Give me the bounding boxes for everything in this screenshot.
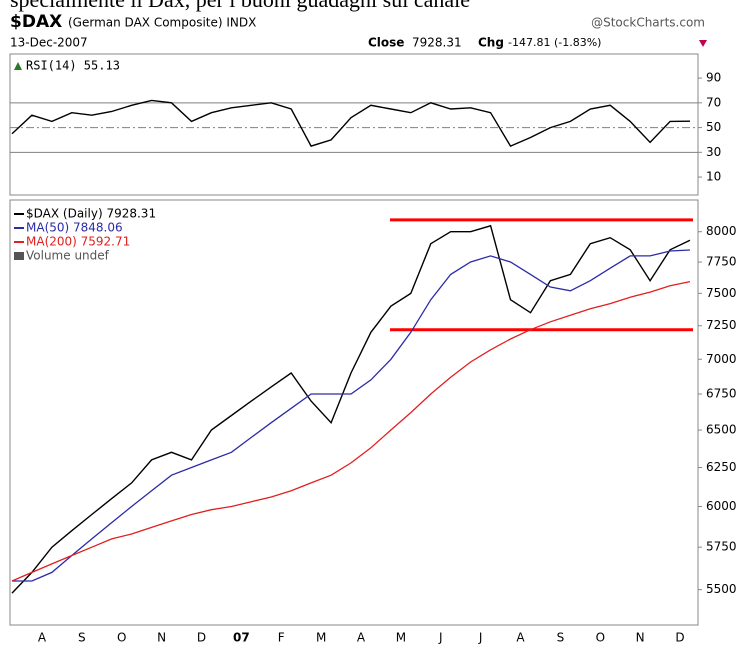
- y-tick-label: 7500: [706, 286, 737, 300]
- legend-label: $DAX (Daily) 7928.31: [26, 207, 156, 221]
- x-tick-label: O: [117, 631, 126, 645]
- y-tick-label: 70: [706, 95, 721, 109]
- y-tick-label: 7250: [706, 318, 737, 332]
- close-label: Close: [368, 36, 404, 50]
- x-tick-label: A: [38, 631, 47, 645]
- rsi-panel: [9, 53, 699, 196]
- y-tick-label: 6500: [706, 423, 737, 437]
- x-tick-label: A: [516, 631, 525, 645]
- x-tick-label: N: [157, 631, 166, 645]
- y-tick-label: 6750: [706, 386, 737, 400]
- x-tick-label: O: [596, 631, 605, 645]
- legend-label: MA(50) 7848.06: [26, 221, 123, 235]
- x-tick-label: D: [197, 631, 206, 645]
- date: 13-Dec-2007: [10, 36, 88, 50]
- chg: -147.81 (-1.83%): [508, 36, 601, 49]
- x-tick-label: M: [316, 631, 326, 645]
- x-tick-label: J: [478, 631, 483, 645]
- x-tick-label: M: [396, 631, 406, 645]
- caption: specialmente il Dax, per i buoni guadagn…: [10, 0, 470, 12]
- y-tick-label: 5500: [706, 582, 737, 596]
- x-tick-label: S: [78, 631, 86, 645]
- y-tick-label: 7750: [706, 255, 737, 269]
- y-tick-label: 10: [706, 170, 721, 184]
- chg-label: Chg: [478, 36, 504, 50]
- y-tick-label: 7000: [706, 352, 737, 366]
- legend-label: MA(200) 7592.71: [26, 235, 130, 249]
- close: 7928.31: [412, 36, 462, 50]
- y-tick-label: 90: [706, 71, 721, 85]
- y-tick-label: 30: [706, 145, 721, 159]
- y-tick-label: 5750: [706, 540, 737, 554]
- x-tick-label: S: [557, 631, 565, 645]
- legend-swatch: [14, 252, 24, 260]
- down-arrow: [699, 40, 707, 47]
- series-line: [12, 249, 691, 582]
- legend-label: Volume undef: [26, 249, 110, 263]
- x-tick-label: A: [357, 631, 366, 645]
- x-tick-label: 07: [233, 631, 250, 645]
- series-line: [11, 224, 691, 594]
- rsi-title: RSI(14) 55.13: [26, 59, 120, 73]
- series-line: [11, 280, 691, 582]
- series-line: [11, 99, 691, 147]
- y-tick-label: 50: [706, 120, 721, 134]
- y-tick-label: 6000: [706, 499, 737, 513]
- index-name: (German DAX Composite) INDX: [68, 16, 256, 30]
- source: @StockCharts.com: [591, 16, 705, 30]
- x-tick-label: J: [438, 631, 443, 645]
- rsi-icon: [14, 62, 22, 70]
- y-tick-label: 8000: [706, 224, 737, 238]
- price-panel: [9, 199, 699, 626]
- x-tick-label: N: [636, 631, 645, 645]
- x-tick-label: F: [278, 631, 285, 645]
- symbol: $DAX: [10, 12, 62, 32]
- y-tick-label: 6250: [706, 460, 737, 474]
- x-tick-label: D: [675, 631, 684, 645]
